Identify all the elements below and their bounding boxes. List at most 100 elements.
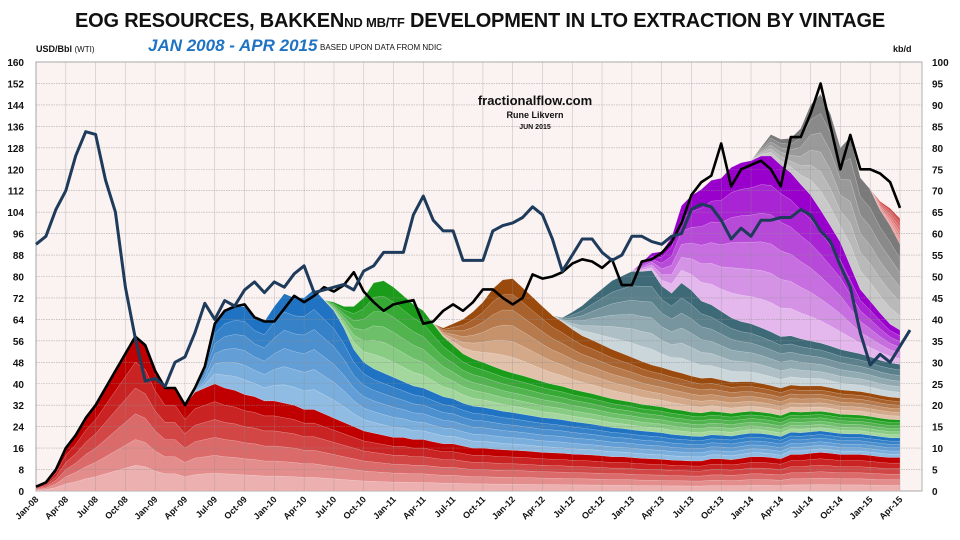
vintage-2012-band xyxy=(552,315,901,393)
y-right-tick-label: 20 xyxy=(932,401,944,412)
x-tick-label: Jan-08 xyxy=(13,494,40,521)
vintage-2011-band xyxy=(433,323,901,421)
y-left-tick-label: 8 xyxy=(18,466,24,477)
x-tick-label: Jul-12 xyxy=(551,494,576,519)
y-left-tick-label: 128 xyxy=(7,144,24,155)
series-lines xyxy=(35,82,912,488)
x-ticks: Jan-08 Apr-08 Jul-08 Oct-08 Jan-09 Apr-09 Jul-… xyxy=(13,494,904,521)
watermark-site: fractionalflow.com xyxy=(478,93,592,108)
y-right-tick-label: 0 xyxy=(932,487,938,498)
x-tick-label: Jul-09 xyxy=(194,494,219,519)
y-right-tick-label: 30 xyxy=(932,358,944,369)
vintage-2008-band xyxy=(35,439,901,491)
y-right-tick-label: 90 xyxy=(932,101,944,112)
y-left-tick-label: 0 xyxy=(18,487,24,498)
title-small: ND MB/TF xyxy=(344,15,405,30)
y-right-tick-label: 85 xyxy=(932,122,944,133)
y-right-tick-label: 45 xyxy=(932,294,944,305)
vintage-2013-band xyxy=(631,241,901,354)
x-tick-label: Jan-15 xyxy=(847,494,874,521)
y-left-label-text: USD/Bbl xyxy=(36,44,72,54)
x-tick-label: Oct-13 xyxy=(699,494,726,521)
y-right-tick-label: 40 xyxy=(932,315,944,326)
title-main: EOG RESOURCES, BAKKEN xyxy=(74,10,345,32)
y-left-tick-label: 32 xyxy=(13,401,25,412)
x-tick-label: Apr-14 xyxy=(758,494,785,521)
watermark: fractionalflow.com Rune Likvern JUN 2015 xyxy=(478,93,592,131)
x-tick-label: Jan-09 xyxy=(132,494,159,521)
y-right-tick-label: 55 xyxy=(932,251,944,262)
chart-title: EOG RESOURCES, BAKKENND MB/TF DEVELOPMEN… xyxy=(0,10,960,33)
y-left-tick-label: 120 xyxy=(7,165,24,176)
vintage-2011-band xyxy=(433,278,901,402)
y-right-tick-label: 15 xyxy=(932,423,944,434)
y-left-ticks: 0 8 16 24 32 40 48 56 64 72 80 88 96 104 112 120 128 136 1… xyxy=(7,58,24,498)
x-tick-label: Apr-15 xyxy=(877,494,904,521)
x-tick-label: Oct-12 xyxy=(580,494,607,521)
x-tick-label: Jan-13 xyxy=(609,494,636,521)
y-left-axis-label: USD/Bbl (WTI) xyxy=(36,44,95,54)
y-right-tick-label: 65 xyxy=(932,208,944,219)
vintage-2008-band xyxy=(35,413,901,490)
y-right-tick-label: 95 xyxy=(932,79,944,90)
y-right-tick-label: 60 xyxy=(932,230,944,241)
x-tick-label: Oct-14 xyxy=(818,494,845,521)
y-left-tick-label: 72 xyxy=(13,294,25,305)
total-production-line xyxy=(35,82,902,488)
x-tick-label: Apr-13 xyxy=(639,494,666,521)
source-note: BASED UPON DATA FROM NDIC xyxy=(320,43,442,52)
x-tick-label: Oct-10 xyxy=(341,494,368,521)
vintage-2012-band xyxy=(552,270,901,371)
vintage-2008-band xyxy=(35,387,901,490)
x-tick-label: Apr-08 xyxy=(43,494,70,521)
y-left-tick-label: 112 xyxy=(8,187,25,198)
x-tick-label: Apr-09 xyxy=(162,494,189,521)
y-left-tick-label: 56 xyxy=(13,337,25,348)
x-tick-label: Jan-10 xyxy=(252,494,279,521)
y-right-tick-label: 75 xyxy=(932,165,944,176)
y-left-tick-label: 160 xyxy=(7,58,24,69)
wti-price-line xyxy=(35,130,912,388)
y-left-tick-label: 104 xyxy=(7,208,24,219)
vintage-2008-band xyxy=(35,336,901,488)
x-tick-label: Apr-11 xyxy=(401,494,428,521)
vintage-areas xyxy=(35,93,901,492)
x-tick-label: Oct-08 xyxy=(103,494,130,521)
y-right-tick-label: 10 xyxy=(932,444,944,455)
y-right-tick-label: 35 xyxy=(932,337,944,348)
y-left-tick-label: 88 xyxy=(13,251,25,262)
y-right-axis-label: kb/d xyxy=(893,44,912,54)
x-tick-label: Jan-12 xyxy=(490,494,517,521)
y-right-tick-label: 100 xyxy=(932,58,949,69)
vintage-2013-band xyxy=(631,155,901,337)
y-right-tick-label: 80 xyxy=(932,144,944,155)
x-tick-label: Jan-14 xyxy=(728,494,755,521)
y-left-tick-label: 48 xyxy=(13,358,25,369)
vintage-2012-band xyxy=(552,285,901,376)
vintage-2011-band xyxy=(433,323,901,417)
x-tick-label: Jul-14 xyxy=(790,494,815,519)
y-right-tick-label: 70 xyxy=(932,187,944,198)
x-tick-label: Apr-12 xyxy=(520,494,547,521)
y-left-unit: (WTI) xyxy=(74,45,95,54)
y-right-tick-label: 25 xyxy=(932,380,944,391)
vintage-2009-band xyxy=(184,362,901,458)
vintage-2009-band xyxy=(184,329,901,449)
y-left-tick-label: 96 xyxy=(13,230,25,241)
y-left-tick-label: 24 xyxy=(13,423,25,434)
y-right-tick-label: 50 xyxy=(932,273,944,284)
y-left-tick-label: 80 xyxy=(13,273,25,284)
x-tick-label: Jul-08 xyxy=(75,494,100,519)
watermark-author: Rune Likvern xyxy=(506,110,563,120)
y-right-tick-label: 5 xyxy=(932,466,938,477)
x-tick-label: Jan-11 xyxy=(371,494,398,521)
y-left-tick-label: 152 xyxy=(7,79,24,90)
x-tick-label: Jul-13 xyxy=(670,494,695,519)
y-left-tick-label: 136 xyxy=(7,122,24,133)
x-tick-label: Apr-10 xyxy=(281,494,308,521)
vintage-2008-band xyxy=(35,361,901,489)
grid-lines xyxy=(35,61,922,492)
x-tick-label: Jul-10 xyxy=(313,494,338,519)
y-left-tick-label: 16 xyxy=(13,444,25,455)
